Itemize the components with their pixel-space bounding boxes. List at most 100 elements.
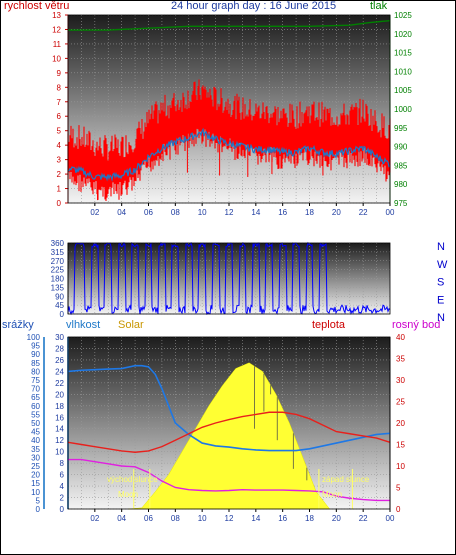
- humidity-y-tick-label: 30: [55, 333, 64, 342]
- pressure-y-tick-label: 985: [394, 161, 408, 170]
- rain-y-tick-label: 5: [36, 496, 41, 505]
- humidity-y-tick-label: 28: [55, 344, 64, 353]
- rain-y-tick-label: 85: [31, 359, 40, 368]
- temperature-y-tick-label: 15: [396, 441, 405, 450]
- wind-y-tick-label: 12: [52, 25, 61, 34]
- wind-y-tick-label: 0: [57, 199, 62, 208]
- pressure-y-tick-label: 975: [394, 199, 408, 208]
- humidity-y-tick-label: 6: [60, 471, 65, 480]
- dewpoint-axis-label: rosný bod: [392, 319, 441, 331]
- rain-y-tick-label: 65: [31, 393, 40, 402]
- x-tick-label: 04: [117, 514, 126, 523]
- wind-y-tick-label: 4: [57, 141, 62, 150]
- compass-label: E: [437, 294, 444, 306]
- wind-y-tick-label: 9: [57, 69, 62, 78]
- humidity-y-tick-label: 26: [55, 356, 64, 365]
- humidity-y-tick-label: 2: [60, 494, 65, 503]
- temperature-y-tick-label: 40: [396, 333, 405, 342]
- humidity-y-tick-label: 8: [60, 459, 65, 468]
- temperature-y-tick-label: 35: [396, 355, 405, 364]
- climate-plot-border: [67, 336, 391, 510]
- x-tick-label: 22: [359, 514, 368, 523]
- wind-pressure-panel: 0123456789101112139759809859909951000100…: [52, 11, 412, 217]
- direction-plot-border: [67, 242, 391, 315]
- rain-y-tick-label: 20: [31, 471, 40, 480]
- sunrise-annotation: východ slunce: [107, 475, 158, 484]
- x-tick-label: 20: [332, 208, 341, 217]
- x-tick-label: 20: [332, 514, 341, 523]
- humidity-y-tick-label: 16: [55, 413, 64, 422]
- rain-y-tick-label: 30: [31, 453, 40, 462]
- humidity-y-tick-label: 14: [55, 425, 64, 434]
- rain-y-tick-label: 95: [31, 342, 40, 351]
- rain-y-tick-label: 10: [31, 488, 40, 497]
- wind-y-tick-label: 8: [57, 83, 62, 92]
- x-tick-label: 00: [386, 208, 395, 217]
- wind-y-tick-label: 3: [57, 156, 62, 165]
- humidity-axis-label: vlhkost: [66, 319, 101, 331]
- dewpoint-line: [68, 458, 390, 502]
- solar-axis-label: Solar: [118, 319, 144, 331]
- pressure-y-tick-label: 1010: [394, 67, 412, 76]
- humidity-y-tick-label: 22: [55, 379, 64, 388]
- x-tick-label: 08: [171, 208, 180, 217]
- compass-label: N: [437, 241, 445, 253]
- x-tick-label: 08: [171, 514, 180, 523]
- chart-title: 24 hour graph day : 16 June 2015: [171, 0, 337, 12]
- direction-y-tick-label: 180: [51, 275, 65, 284]
- pressure-line: [68, 19, 391, 31]
- temperature-line: [67, 411, 391, 453]
- humidity-y-tick-label: 0: [60, 505, 65, 514]
- rain-y-tick-label: 25: [31, 462, 40, 471]
- temperature-axis-label: teplota: [312, 319, 346, 331]
- rain-y-tick-label: 55: [31, 410, 40, 419]
- pressure-y-tick-label: 1025: [394, 11, 412, 20]
- rain-y-tick-label: 60: [31, 402, 40, 411]
- compass-label: S: [437, 277, 444, 289]
- compass-label: N: [437, 312, 445, 324]
- temperature-y-tick-label: 25: [396, 398, 405, 407]
- x-tick-label: 14: [251, 514, 260, 523]
- humidity-y-tick-label: 24: [55, 367, 64, 376]
- temperature-y-tick-label: 30: [396, 376, 405, 385]
- x-tick-label: 10: [198, 208, 207, 217]
- direction-y-tick-label: 135: [51, 283, 65, 292]
- wind-y-tick-label: 1: [57, 185, 62, 194]
- direction-y-tick-label: 315: [51, 248, 65, 257]
- pressure-y-tick-label: 1015: [394, 49, 412, 58]
- rain-y-tick-label: 40: [31, 436, 40, 445]
- temperature-y-tick-label: 20: [396, 419, 405, 428]
- rain-y-tick-label: 75: [31, 376, 40, 385]
- x-tick-label: 10: [198, 514, 207, 523]
- x-tick-label: 06: [144, 514, 153, 523]
- direction-y-tick-label: 225: [51, 266, 65, 275]
- rain-axis-label: srážky: [2, 319, 34, 331]
- pressure-y-tick-label: 1000: [394, 105, 412, 114]
- wind-y-tick-label: 10: [52, 54, 61, 63]
- pressure-y-tick-label: 1005: [394, 86, 412, 95]
- pressure-y-tick-label: 990: [394, 143, 408, 152]
- temperature-y-tick-label: 5: [396, 484, 401, 493]
- x-tick-label: 04: [117, 208, 126, 217]
- direction-y-tick-label: 0: [60, 310, 65, 319]
- x-tick-label: 02: [90, 514, 99, 523]
- direction-plot-background: [68, 243, 390, 314]
- humidity-y-tick-label: 18: [55, 402, 64, 411]
- wind-plot-border: [67, 14, 391, 204]
- humidity-line: [67, 364, 391, 452]
- rain-y-tick-label: 45: [31, 428, 40, 437]
- rain-y-tick-label: 35: [31, 445, 40, 454]
- humidity-y-tick-label: 10: [55, 448, 64, 457]
- wind-y-tick-label: 6: [57, 112, 62, 121]
- x-tick-label: 16: [278, 514, 287, 523]
- sunset-annotation: západ slunce: [322, 475, 370, 484]
- rain-y-tick-label: 100: [27, 333, 41, 342]
- pressure-y-tick-label: 1020: [394, 30, 412, 39]
- direction-y-tick-label: 45: [55, 301, 64, 310]
- rain-y-tick-label: 50: [31, 419, 40, 428]
- rain-y-tick-label: 70: [31, 385, 40, 394]
- x-tick-label: 16: [278, 208, 287, 217]
- climate-panel: 0510152025303540455055606570758085909510…: [27, 333, 406, 523]
